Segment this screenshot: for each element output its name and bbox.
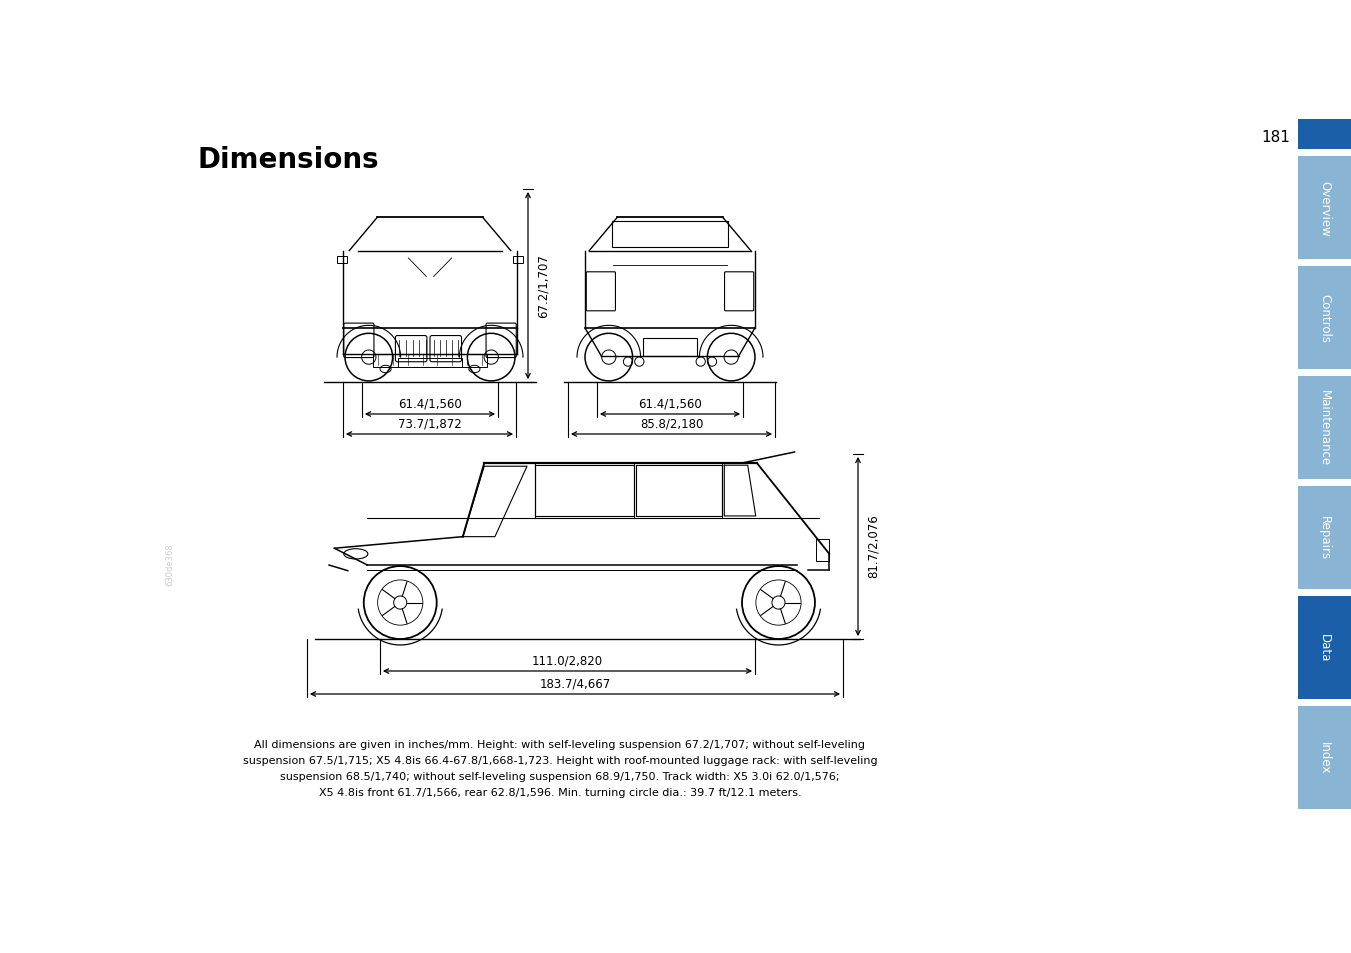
Bar bbox=[816, 539, 830, 561]
Bar bbox=[338, 256, 347, 263]
Text: suspension 68.5/1,740; without self-leveling suspension 68.9/1,750. Track width:: suspension 68.5/1,740; without self-leve… bbox=[280, 771, 840, 781]
Text: 85.8/2,180: 85.8/2,180 bbox=[640, 417, 703, 431]
Text: Repairs: Repairs bbox=[1319, 516, 1331, 560]
Bar bbox=[1298, 597, 1351, 700]
Text: 61.4/1,560: 61.4/1,560 bbox=[399, 397, 462, 411]
Bar bbox=[612, 222, 728, 248]
Text: 81.7/2,076: 81.7/2,076 bbox=[867, 514, 880, 578]
Text: 111.0/2,820: 111.0/2,820 bbox=[532, 655, 603, 667]
Bar bbox=[373, 355, 486, 368]
Bar bbox=[397, 358, 462, 368]
Text: Maintenance: Maintenance bbox=[1319, 390, 1331, 466]
Text: suspension 67.5/1,715; X5 4.8is 66.4-67.8/1,668-1,723. Height with roof-mounted : suspension 67.5/1,715; X5 4.8is 66.4-67.… bbox=[243, 755, 877, 765]
Text: 181: 181 bbox=[1260, 131, 1290, 146]
Text: 183.7/4,667: 183.7/4,667 bbox=[539, 678, 611, 690]
Bar bbox=[1298, 706, 1351, 809]
Text: Index: Index bbox=[1319, 741, 1331, 774]
Text: Dimensions: Dimensions bbox=[199, 146, 380, 173]
Text: 630de368: 630de368 bbox=[166, 543, 174, 586]
Text: Controls: Controls bbox=[1319, 294, 1331, 343]
Text: X5 4.8is front 61.7/1,566, rear 62.8/1,596. Min. turning circle dia.: 39.7 ft/12: X5 4.8is front 61.7/1,566, rear 62.8/1,5… bbox=[319, 787, 801, 797]
Text: Overview: Overview bbox=[1319, 180, 1331, 236]
Bar bbox=[1298, 120, 1351, 150]
Text: Data: Data bbox=[1319, 634, 1331, 662]
Text: 67.2/1,707: 67.2/1,707 bbox=[536, 254, 550, 318]
Bar bbox=[1298, 376, 1351, 479]
Bar bbox=[643, 338, 697, 356]
Bar bbox=[1298, 486, 1351, 589]
Bar bbox=[1298, 157, 1351, 260]
Bar bbox=[513, 256, 523, 263]
Bar bbox=[1298, 267, 1351, 370]
Text: 73.7/1,872: 73.7/1,872 bbox=[397, 417, 462, 431]
Text: 61.4/1,560: 61.4/1,560 bbox=[638, 397, 703, 411]
Text: All dimensions are given in inches/mm. Height: with self-leveling suspension 67.: All dimensions are given in inches/mm. H… bbox=[254, 740, 866, 749]
